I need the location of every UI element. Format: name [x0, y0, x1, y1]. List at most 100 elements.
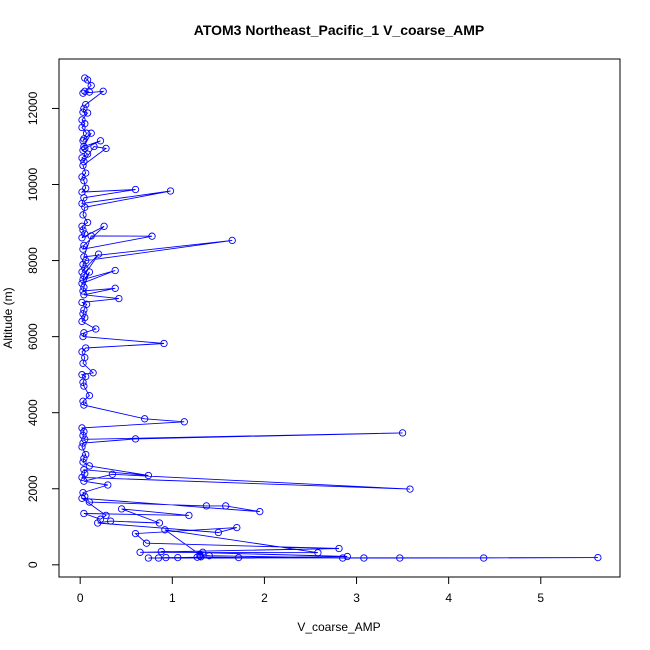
- data-point: [102, 144, 110, 153]
- data-point: [79, 89, 87, 97]
- data-point: [343, 552, 351, 561]
- data-point: [79, 458, 87, 466]
- y-tick-label: 0: [26, 561, 40, 568]
- data-point: [78, 154, 86, 162]
- data-point: [166, 187, 175, 195]
- data-point: [79, 431, 87, 440]
- x-tick-label: 4: [445, 591, 452, 605]
- data-point: [144, 554, 153, 562]
- series-line: [80, 77, 598, 559]
- data-point: [80, 158, 88, 166]
- x-axis-label: V_coarse_AMP: [297, 620, 380, 634]
- data-point: [85, 462, 94, 470]
- y-tick-label: 2000: [26, 475, 40, 502]
- data-point: [214, 528, 223, 537]
- y-tick-label: 4000: [26, 399, 40, 426]
- x-tick-label: 5: [537, 591, 544, 605]
- data-point: [205, 552, 213, 560]
- data-point: [335, 544, 343, 553]
- data-point: [80, 283, 88, 291]
- data-point: [81, 87, 89, 95]
- data-point: [104, 481, 112, 489]
- data-point: [80, 382, 88, 390]
- data-point: [117, 505, 126, 513]
- data-point: [398, 429, 407, 437]
- data-point: [197, 553, 205, 561]
- data-point: [80, 291, 88, 299]
- data-point: [81, 203, 89, 211]
- data-point: [87, 232, 95, 240]
- y-tick-label: 10000: [26, 167, 40, 201]
- y-tick-label: 6000: [26, 323, 40, 350]
- data-point: [82, 256, 90, 265]
- data-point: [106, 517, 115, 525]
- data-point: [89, 369, 97, 377]
- data-point: [78, 443, 86, 451]
- data-point: [80, 104, 88, 113]
- data-point: [78, 173, 86, 181]
- data-point: [82, 300, 91, 308]
- data-point: [80, 454, 88, 462]
- data-point: [80, 329, 88, 337]
- data-point: [78, 123, 86, 132]
- data-point: [148, 232, 156, 240]
- data-point: [78, 234, 86, 242]
- data-point: [83, 76, 92, 84]
- data-point: [79, 332, 87, 341]
- data-point: [96, 137, 105, 145]
- data-point: [83, 218, 92, 227]
- data-point: [78, 371, 86, 379]
- data-point: [82, 184, 90, 192]
- data-point: [111, 266, 119, 275]
- data-point: [78, 298, 86, 307]
- y-axis: 0 2000 4000 6000 8000 10000 12000: [26, 91, 60, 568]
- data-point: [79, 108, 87, 116]
- data-point: [202, 502, 211, 510]
- data-point: [180, 418, 188, 426]
- data-point: [80, 401, 88, 409]
- data-point: [136, 548, 144, 556]
- chart-title: ATOM3 Northeast_Pacific_1 V_coarse_AMP: [194, 22, 485, 38]
- data-point: [79, 439, 87, 447]
- data-point: [174, 553, 182, 562]
- data-point: [222, 502, 230, 510]
- data-point: [94, 519, 102, 527]
- data-point: [79, 260, 87, 269]
- data-point: [82, 100, 90, 109]
- data-point: [360, 554, 368, 562]
- data-point: [78, 317, 86, 326]
- data-point: [234, 553, 243, 562]
- data-point: [80, 428, 88, 436]
- x-axis: 0 1 2 3 4 5: [77, 576, 544, 605]
- data-point: [80, 272, 88, 280]
- data-point: [131, 185, 140, 194]
- data-point: [80, 509, 88, 518]
- x-tick-label: 3: [353, 591, 360, 605]
- data-point: [79, 287, 87, 295]
- data-point: [85, 498, 94, 506]
- data-point: [196, 552, 204, 560]
- data-point: [82, 450, 90, 459]
- data-point: [79, 378, 87, 386]
- data-point: [90, 142, 98, 151]
- data-point: [233, 523, 241, 532]
- data-point: [80, 477, 88, 485]
- data-point: [162, 553, 170, 562]
- data-point: [111, 284, 119, 292]
- data-point: [406, 485, 414, 493]
- data-point: [78, 348, 86, 356]
- data-point: [256, 507, 264, 516]
- data-point: [79, 397, 87, 405]
- data-point: [78, 268, 86, 276]
- data-point: [102, 511, 110, 520]
- data-point: [78, 494, 86, 502]
- data-point: [396, 554, 404, 562]
- data-point: [85, 391, 94, 400]
- data-point: [82, 129, 91, 137]
- data-point: [142, 539, 151, 547]
- data-point: [87, 129, 95, 137]
- y-tick-label: 8000: [26, 247, 40, 274]
- data-point: [85, 268, 94, 276]
- data-point: [81, 435, 89, 443]
